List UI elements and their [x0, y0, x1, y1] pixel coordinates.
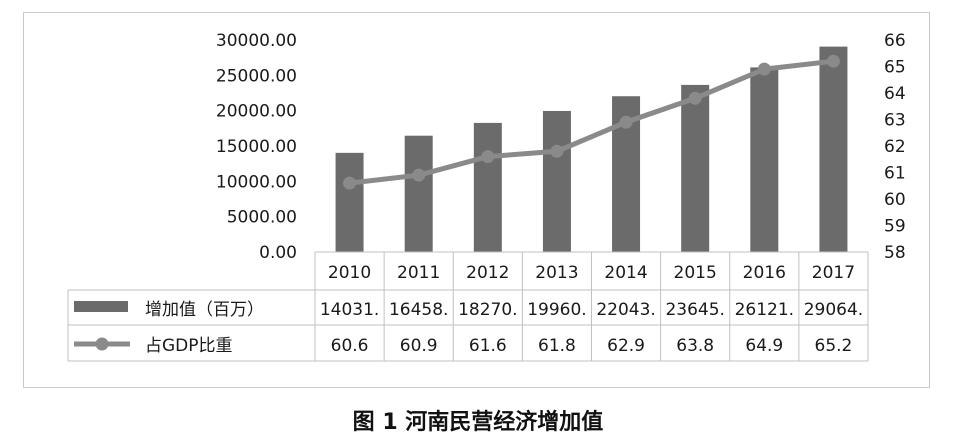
bar-value-label: 26121. — [735, 300, 794, 320]
category-label: 2015 — [674, 263, 717, 283]
y-right-tick-label: 63 — [884, 111, 906, 131]
line-value-label: 61.6 — [469, 336, 507, 356]
line-point-2016 — [757, 62, 771, 76]
line-point-2015 — [688, 91, 702, 105]
legend-key-line-marker — [95, 337, 109, 351]
bar-2011 — [404, 135, 433, 252]
line-value-label: 60.6 — [331, 336, 369, 356]
figure-caption: 图 1 河南民营经济增加值 — [352, 410, 604, 435]
y-left-tick-label: 10000.00 — [216, 172, 297, 192]
bar-2017 — [819, 46, 848, 253]
chart-frame — [23, 12, 930, 388]
line-value-label: 60.9 — [400, 336, 438, 356]
line-value-label: 61.8 — [538, 336, 576, 356]
y-left-tick-label: 15000.00 — [216, 137, 297, 157]
bar-2016 — [750, 67, 779, 253]
category-label: 2017 — [812, 263, 855, 283]
line-point-2013 — [550, 144, 564, 158]
bar-value-label: 23645. — [665, 300, 724, 320]
line-value-label: 64.9 — [745, 336, 783, 356]
y-left-tick-label: 0.00 — [259, 243, 297, 263]
bar-value-label: 16458. — [389, 300, 448, 320]
y-left-tick-label: 5000.00 — [227, 208, 297, 228]
line-share-of-gdp — [349, 58, 834, 186]
bar-value-label: 19960. — [527, 300, 586, 320]
y-right-tick-label: 60 — [884, 190, 906, 210]
line-value-label: 62.9 — [607, 336, 645, 356]
bar-value-label: 18270. — [458, 300, 517, 320]
y-right-tick-label: 66 — [884, 31, 906, 51]
y-right-tick-label: 64 — [884, 84, 906, 104]
bar-value-label: 29064. — [804, 300, 863, 320]
y-right-tick-label: 58 — [884, 243, 906, 263]
line-point-2014 — [619, 115, 633, 129]
bar-value-label: 14031. — [320, 300, 379, 320]
y-right-tick-label: 62 — [884, 137, 906, 157]
category-label: 2012 — [466, 263, 509, 283]
line-value-label: 63.8 — [676, 336, 714, 356]
category-label: 2010 — [328, 263, 371, 283]
y-right-tick-label: 65 — [884, 58, 906, 78]
bar-2015 — [681, 84, 710, 253]
y-left-tick-label: 25000.00 — [216, 66, 297, 86]
category-label: 2013 — [535, 263, 578, 283]
y-right-tick-label: 61 — [884, 164, 906, 184]
bar-2013 — [542, 110, 571, 252]
category-label: 2016 — [743, 263, 786, 283]
line-point-2011 — [412, 168, 426, 182]
line-point-2010 — [343, 176, 357, 190]
line-value-label: 65.2 — [815, 336, 853, 356]
bar-value-label: 22043. — [596, 300, 655, 320]
y-left-tick-label: 20000.00 — [216, 102, 297, 122]
category-label: 2011 — [397, 263, 440, 283]
category-label: 2014 — [604, 263, 647, 283]
legend-label-bar: 增加值（百万） — [145, 300, 264, 320]
line-point-2012 — [481, 150, 495, 164]
bar-2010 — [335, 152, 364, 252]
legend-label-line: 占GDP比重 — [145, 336, 233, 356]
y-left-tick-label: 30000.00 — [216, 31, 297, 51]
y-right-tick-label: 59 — [884, 217, 906, 237]
legend-key-bar — [74, 301, 128, 312]
chart: 0.00 5000.00 10000.00 15000.00 20000.00 25000… — [67, 31, 906, 362]
bar-2012 — [473, 122, 502, 252]
line-point-2017 — [826, 54, 840, 68]
